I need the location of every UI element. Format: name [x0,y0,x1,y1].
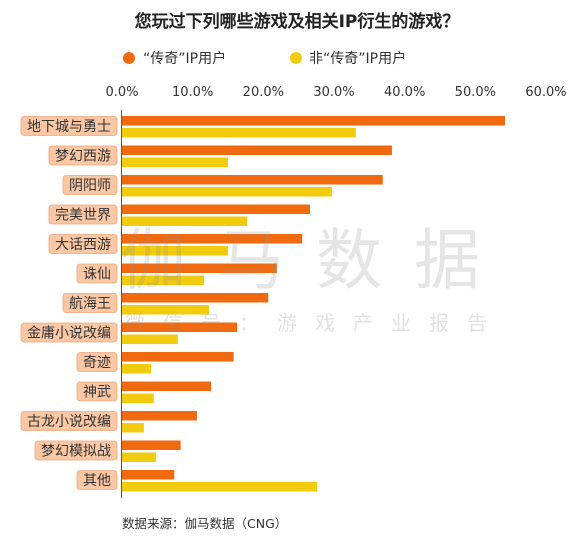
x-tick-label: 10.0% [172,85,213,100]
x-axis-ticks: 0.0% 10.0% 20.0% 30.0% 40.0% 50.0% 60.0% [105,85,566,100]
bar-non-chuanqi [122,423,144,433]
bar-chuanqi [122,381,212,391]
x-tick-label: 40.0% [384,85,425,100]
category-label-box [20,322,118,343]
bar-non-chuanqi [122,128,356,138]
category-label-box [76,263,118,284]
source-note: 数据来源：伽马数据（CNG） [122,516,287,531]
chart-title: 您玩过下列哪些游戏及相关IP衍生的游戏？ [135,11,460,32]
bar-chuanqi [122,175,383,185]
bar-non-chuanqi [122,393,154,403]
legend-yellow-dot-icon [290,52,302,64]
category-labels: 地下城与勇士梦幻西游阴阳师完美世界大话西游诛仙航海王金庸小说改编奇迹神武古龙小说… [20,116,118,490]
category-label-text: 梦幻模拟战 [41,444,111,460]
x-tick-label: 50.0% [455,85,496,100]
category-label: 梦幻西游 [48,145,118,166]
bar-chuanqi [122,293,269,303]
category-label-text: 古龙小说改编 [27,414,111,430]
bar-chuanqi [122,145,392,155]
bar-non-chuanqi [122,216,248,226]
category-label: 诛仙 [76,263,118,284]
category-label-text: 航海王 [69,296,111,312]
category-label-text: 阴阳师 [69,178,111,194]
category-label: 大话西游 [48,234,118,254]
category-label-box [76,381,118,402]
category-label-box [76,470,118,490]
category-label-text: 大话西游 [55,237,111,253]
category-label: 航海王 [62,293,118,313]
bar-chuanqi [122,470,175,480]
bar-chuanqi [122,263,277,273]
category-label: 地下城与勇士 [20,116,118,136]
category-label-box [62,293,118,313]
category-label-text: 梦幻西游 [55,149,111,165]
bar-chuanqi [122,440,181,450]
category-label-box [48,234,118,254]
category-label-text: 神武 [83,385,111,401]
category-label: 其他 [76,470,118,490]
bar-non-chuanqi [122,305,209,315]
watermark-logo: 伽马数据 [120,222,480,299]
category-label: 阴阳师 [62,175,118,195]
bar-non-chuanqi [122,187,332,197]
bar-chuanqi [122,322,238,332]
x-tick-label: 30.0% [313,85,354,100]
bar-chuanqi [122,116,506,126]
x-tick-label: 20.0% [243,85,284,100]
category-label-box [48,204,118,225]
category-label: 完美世界 [48,204,118,225]
bar-non-chuanqi [122,275,204,285]
category-label-box [76,352,118,372]
x-tick-label: 60.0% [525,85,566,100]
bar-chuanqi [122,234,303,244]
category-label-text: 奇迹 [83,354,111,371]
bar-chuanqi [122,411,197,421]
category-label: 神武 [76,381,118,402]
bar-non-chuanqi [122,334,178,344]
bar-non-chuanqi [122,157,228,167]
category-label-text: 完美世界 [55,208,111,224]
bar-chuanqi [122,204,310,214]
category-label-box [20,116,118,136]
bar-non-chuanqi [122,482,318,492]
legend-label-non-chuanqi: 非“传奇”IP用户 [309,50,406,67]
x-tick-label: 0.0% [105,85,138,100]
category-label-text: 金庸小说改编 [27,325,111,342]
legend: “传奇”IP用户 非“传奇”IP用户 [123,50,406,67]
category-label: 奇迹 [76,352,118,372]
legend-orange-dot-icon [123,52,135,64]
bars [122,116,506,492]
category-label-box [62,175,118,195]
category-label-box [48,145,118,166]
category-label-text: 其他 [83,473,111,489]
bar-non-chuanqi [122,364,151,374]
category-label-text: 诛仙 [83,267,111,283]
category-label: 金庸小说改编 [20,322,118,343]
legend-label-chuanqi: “传奇”IP用户 [143,50,226,67]
bar-non-chuanqi [122,452,156,462]
category-label-box [34,440,118,461]
category-label: 古龙小说改编 [20,411,118,431]
category-label-text: 地下城与勇士 [27,119,111,135]
bar-non-chuanqi [122,246,228,256]
bar-chuanqi [122,352,234,362]
category-label-box [20,411,118,431]
category-label: 梦幻模拟战 [34,440,118,461]
